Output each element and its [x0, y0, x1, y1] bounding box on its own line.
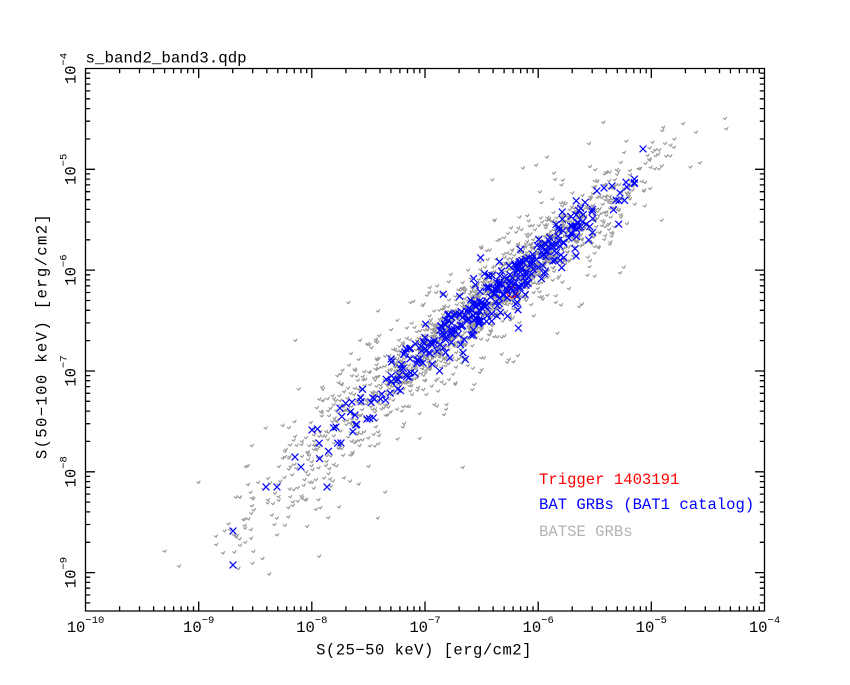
svg-text:Trigger 1403191: Trigger 1403191 [539, 471, 679, 489]
svg-text:BATSE GRBs: BATSE GRBs [539, 523, 633, 541]
svg-text:BAT GRBs (BAT1 catalog): BAT GRBs (BAT1 catalog) [539, 496, 754, 514]
svg-text:s_band2_band3.qdp: s_band2_band3.qdp [86, 50, 247, 68]
svg-text:S(25−50 keV) [erg/cm2]: S(25−50 keV) [erg/cm2] [316, 642, 532, 660]
svg-text:S(50−100 keV) [erg/cm2]: S(50−100 keV) [erg/cm2] [34, 213, 52, 459]
